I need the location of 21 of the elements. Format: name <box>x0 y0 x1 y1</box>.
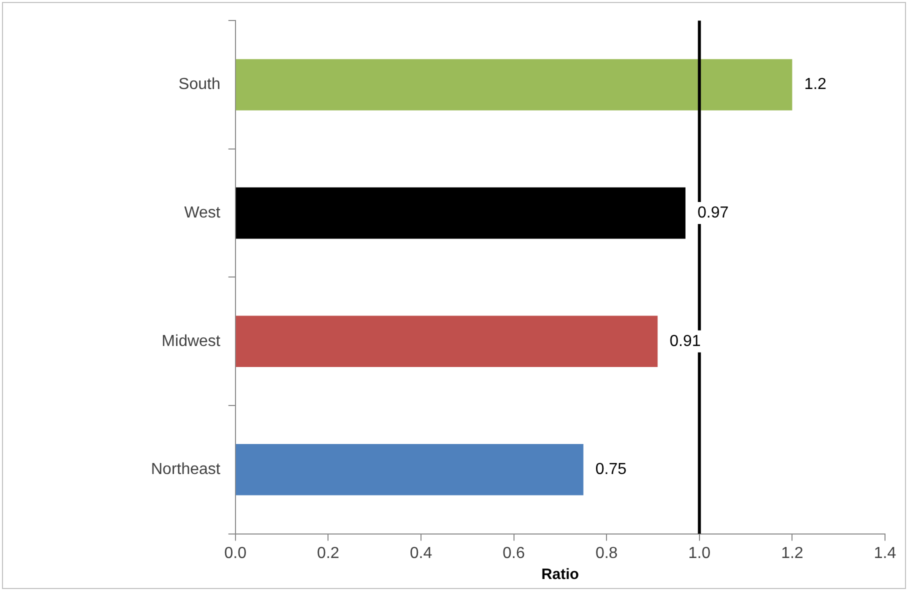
data-label: 0.91 <box>670 332 701 350</box>
x-tick-label: 0.4 <box>410 544 432 562</box>
data-label: 0.97 <box>697 204 729 222</box>
data-label: 1.2 <box>804 76 827 94</box>
x-tick-label: 0.0 <box>224 544 247 562</box>
y-tick-label: Midwest <box>162 332 221 350</box>
bar <box>236 444 584 496</box>
bar <box>236 316 658 368</box>
x-tick-label: 0.8 <box>595 544 618 562</box>
y-tick-label: West <box>184 204 221 222</box>
x-tick-label: 1.0 <box>688 544 711 562</box>
x-tick-label: 0.6 <box>502 544 525 562</box>
x-tick-label: 1.4 <box>874 544 896 562</box>
y-tick-label: South <box>178 76 220 94</box>
bar <box>236 187 686 239</box>
x-tick-label: 1.2 <box>781 544 804 562</box>
x-tick-label: 0.2 <box>317 544 340 562</box>
bar <box>236 59 792 110</box>
data-label: 0.75 <box>595 461 627 478</box>
x-axis-title: Ratio <box>541 566 579 584</box>
y-tick-label: Northeast <box>150 461 221 478</box>
